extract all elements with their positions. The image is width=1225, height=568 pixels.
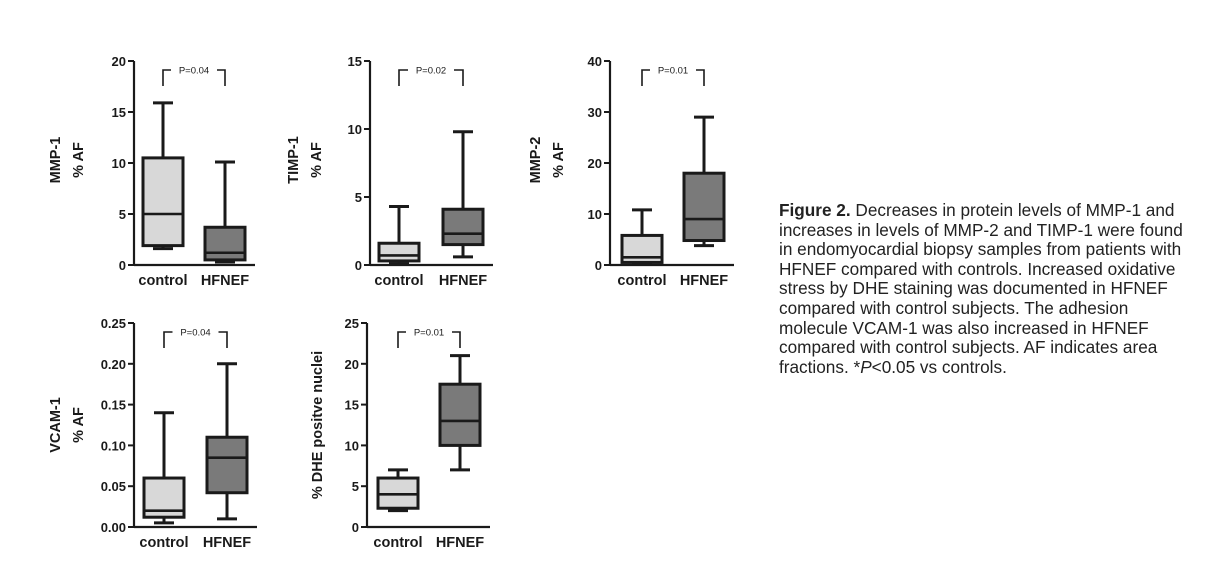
box-control [377, 205, 421, 266]
box-control [141, 101, 185, 251]
caption-text-end: <0.05 vs controls. [871, 356, 1007, 377]
y-tick-label: 0.05 [101, 479, 126, 494]
y-axis-label: % AF [71, 407, 87, 443]
box-hfnef [682, 115, 726, 248]
x-tick-label: control [139, 535, 188, 551]
y-tick-label: 20 [112, 54, 126, 69]
y-axis-label: % AF [309, 142, 325, 178]
chart-panel: 0 10 20 30 40 control HFNEF MMP-2 % AF P=0.01 [528, 54, 734, 289]
chart-panel: 0 5 10 15 20 25 control HFNEF % DHE positve nucl… [310, 316, 490, 551]
y-axis-label: % DHE positve nuclei [310, 351, 326, 499]
y-tick-label: 10 [112, 156, 126, 171]
y-tick-label: 15 [112, 105, 126, 120]
caption-text: Decreases in protein levels of MMP-1 and… [779, 200, 1183, 377]
chart-panel: 0.00 0.05 0.10 0.15 0.20 0.25 control HFNEF VCAM… [48, 316, 257, 551]
figure-panels: 0 5 10 15 20 control HFNEF MMP-1 % AF P=0.04 0 5 10 1… [48, 54, 734, 551]
y-tick-label: 0 [355, 258, 362, 273]
y-tick-label: 10 [348, 122, 362, 137]
x-tick-label: control [374, 273, 423, 289]
y-axis-label: MMP-2 [528, 137, 544, 184]
x-tick-label: control [373, 535, 422, 551]
box-hfnef [441, 130, 485, 259]
box-iqr [203, 225, 247, 262]
chart-panel: 0 5 10 15 20 control HFNEF MMP-1 % AF P=0.04 [48, 54, 255, 289]
y-tick-label: 10 [588, 207, 602, 222]
x-tick-label: control [138, 273, 187, 289]
p-value-annotation: P=0.04 [180, 328, 210, 339]
figure-caption: Figure 2. Decreases in protein levels of… [779, 200, 1199, 377]
annotation-bg [172, 325, 219, 339]
y-tick-label: 0.15 [101, 398, 126, 413]
y-tick-label: 0 [352, 520, 359, 535]
y-axis-label: % AF [71, 142, 87, 178]
y-tick-label: 25 [345, 316, 359, 331]
p-value-annotation: P=0.01 [414, 328, 444, 339]
x-tick-label: HFNEF [203, 535, 251, 551]
x-tick-label: HFNEF [201, 273, 249, 289]
y-tick-label: 0.20 [101, 357, 126, 372]
y-tick-label: 20 [588, 156, 602, 171]
annotation-bg [171, 63, 217, 77]
x-tick-label: HFNEF [439, 273, 487, 289]
y-tick-label: 0 [119, 258, 126, 273]
y-axis-label: MMP-1 [48, 137, 64, 184]
box-iqr [205, 435, 249, 495]
p-value-annotation: P=0.02 [416, 66, 446, 77]
y-tick-label: 20 [345, 357, 359, 372]
box-iqr [141, 156, 185, 248]
y-tick-label: 10 [345, 438, 359, 453]
y-tick-label: 0.25 [101, 316, 126, 331]
y-tick-label: 0.10 [101, 438, 126, 453]
box-control [376, 468, 420, 513]
chart-panel: 0 5 10 15 control HFNEF TIMP-1 % AF P=0.02 [286, 54, 493, 289]
x-tick-label: HFNEF [436, 535, 484, 551]
annotation-bg [650, 63, 696, 77]
y-tick-label: 5 [355, 190, 362, 205]
y-tick-label: 5 [119, 207, 126, 222]
box-hfnef [205, 362, 249, 521]
box-iqr [438, 382, 482, 447]
box-control [142, 411, 186, 525]
box-hfnef [203, 160, 247, 264]
x-tick-label: HFNEF [680, 273, 728, 289]
p-value-annotation: P=0.04 [179, 66, 209, 77]
x-tick-label: control [617, 273, 666, 289]
box-iqr [682, 171, 726, 243]
box-iqr [377, 241, 421, 263]
box-control [620, 208, 664, 265]
y-axis-label: TIMP-1 [286, 136, 302, 184]
y-tick-label: 30 [588, 105, 602, 120]
annotation-bg [406, 325, 452, 339]
y-tick-label: 40 [588, 54, 602, 69]
y-tick-label: 15 [348, 54, 362, 69]
box-hfnef [438, 354, 482, 472]
p-value-annotation: P=0.01 [658, 66, 688, 77]
annotation-bg [408, 63, 454, 77]
y-tick-label: 15 [345, 398, 359, 413]
y-axis-label: % AF [551, 142, 567, 178]
y-tick-label: 0 [595, 258, 602, 273]
caption-p-italic: P [860, 356, 872, 377]
y-axis-label: VCAM-1 [48, 397, 64, 453]
y-tick-label: 0.00 [101, 520, 126, 535]
box-iqr [441, 207, 485, 247]
y-tick-label: 5 [352, 479, 359, 494]
caption-label: Figure 2. [779, 200, 851, 220]
